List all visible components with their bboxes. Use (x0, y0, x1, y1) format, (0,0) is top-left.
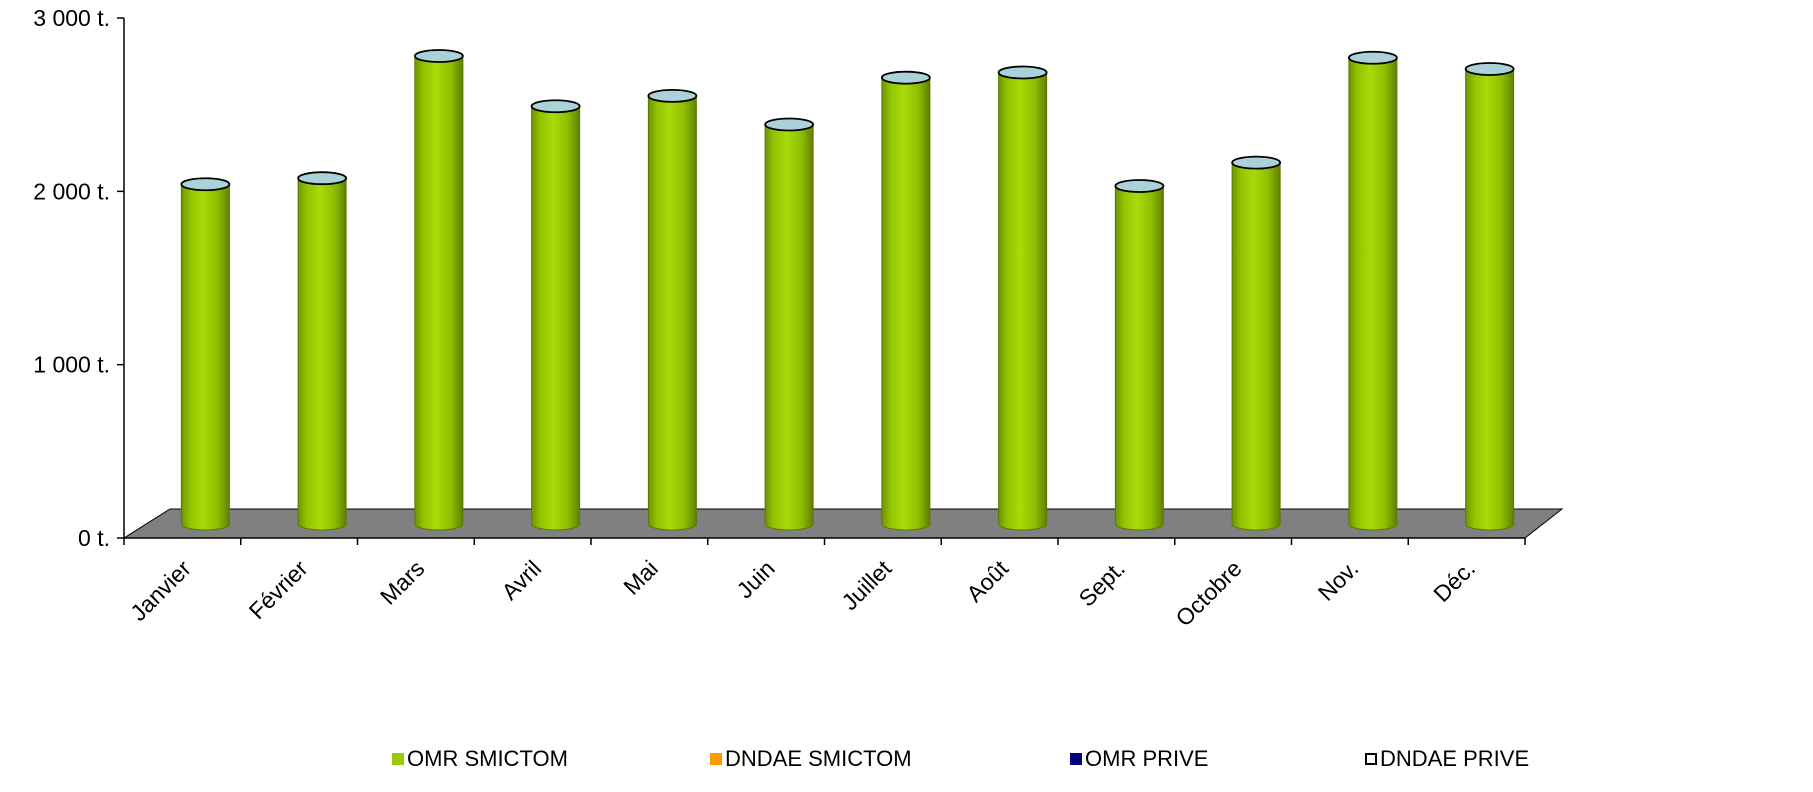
bar-body (998, 71, 1048, 531)
bar-body (1465, 68, 1515, 531)
x-tick-label: Sept. (1074, 555, 1130, 611)
legend-swatch (392, 753, 404, 765)
bar-sept (1114, 179, 1165, 531)
bar-avril (530, 99, 581, 531)
legend-item-omr-smictom: OMR SMICTOM (392, 746, 568, 772)
bar-janvier (180, 177, 231, 531)
bar-cap (1347, 50, 1398, 65)
x-tick-label: Mai (618, 555, 663, 600)
bar-juillet (880, 70, 931, 531)
x-axis-labels: Janvier Février Mars Avril Mai Juin Juillet Aoû… (123, 538, 1526, 631)
legend-item-dndae-smictom: DNDAE SMICTOM (710, 746, 912, 772)
legend-item-dndae-prive: DNDAE PRIVE (1365, 746, 1529, 772)
bar-cap (997, 65, 1048, 80)
bar-cap (530, 99, 581, 114)
bar-series-omr-smictom (180, 49, 1515, 531)
bar-body (647, 95, 697, 531)
legend-item-omr-prive: OMR PRIVE (1070, 746, 1208, 772)
bar-cap (180, 177, 231, 192)
x-tick-label: Nov. (1313, 555, 1364, 606)
x-tick-label: Août (961, 555, 1013, 607)
bar-aot (997, 65, 1048, 531)
y-tick-label: 0 t. (78, 525, 110, 551)
x-tick-label: Déc. (1428, 555, 1480, 607)
bar-fvrier (297, 171, 348, 531)
x-tick-label: Juin (731, 555, 779, 603)
legend-label: OMR SMICTOM (407, 746, 568, 771)
x-tick-label: Octobre (1170, 555, 1246, 631)
x-tick-label: Avril (496, 555, 546, 605)
y-tick-label: 2 000 t. (33, 178, 110, 204)
bar-mai (647, 88, 698, 531)
bar-body (1114, 185, 1164, 531)
legend-label: DNDAE SMICTOM (725, 746, 912, 771)
bar-body (1231, 162, 1281, 531)
bar-juin (764, 117, 815, 531)
bar-body (1348, 57, 1398, 531)
bar-octobre (1231, 155, 1282, 531)
legend-swatch (1365, 753, 1377, 765)
x-tick-label: Mars (375, 555, 430, 610)
bar-body (881, 77, 931, 531)
x-tick-label: Février (244, 555, 313, 624)
bar-mars (413, 49, 464, 531)
bar-cap (413, 49, 464, 63)
legend-label: DNDAE PRIVE (1380, 746, 1530, 771)
bar-body (531, 105, 581, 531)
bar-cap (1114, 179, 1165, 193)
bar-cap (647, 88, 698, 103)
bar-cap (764, 117, 815, 132)
y-tick-label: 3 000 t. (33, 5, 110, 31)
legend-swatch (1070, 753, 1082, 765)
bar-dc (1464, 62, 1515, 531)
bar-cap (297, 171, 348, 186)
bar-body (297, 177, 347, 531)
bar-cap (1464, 62, 1515, 76)
legend-swatch (710, 753, 722, 765)
x-tick-label: Juillet (836, 555, 896, 615)
bar-body (764, 123, 814, 531)
bar-body (414, 55, 464, 531)
legend-label: OMR PRIVE (1085, 746, 1209, 771)
bar-cap (1231, 155, 1282, 170)
y-tick-label: 1 000 t. (33, 352, 110, 378)
bar-nov (1347, 50, 1398, 531)
y-axis-ticks: 0 t. 1 000 t. 2 000 t. 3 000 t. (33, 5, 124, 551)
bar-body (180, 183, 230, 531)
legend: OMR SMICTOM DNDAE SMICTOM OMR PRIVE DNDA… (0, 746, 1813, 776)
x-tick-label: Janvier (125, 555, 196, 626)
bar-cap (880, 70, 931, 85)
